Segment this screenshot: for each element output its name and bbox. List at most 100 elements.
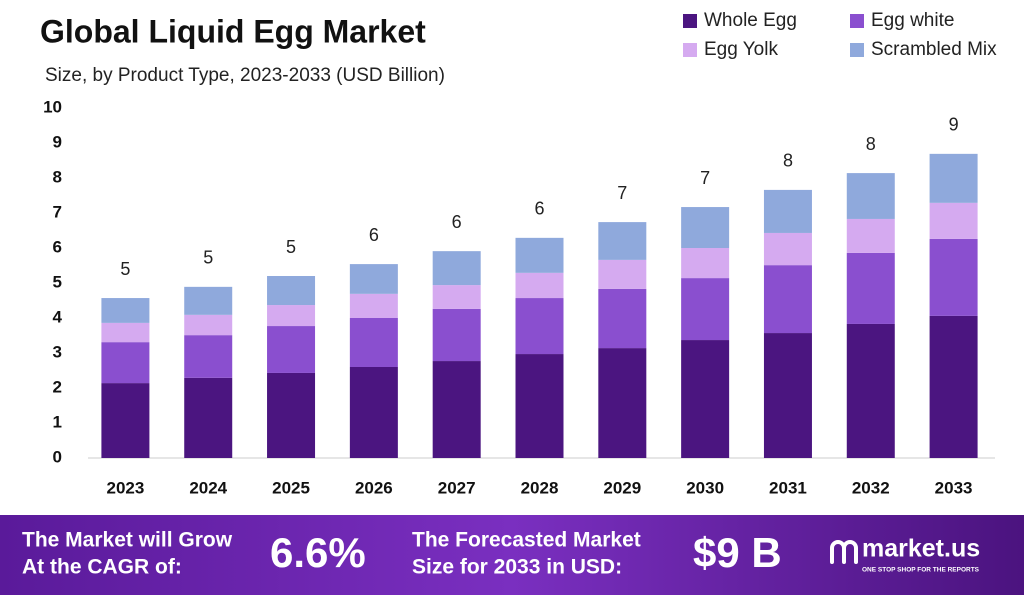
- bar-segment: [349, 367, 398, 458]
- footer-band: [0, 515, 1024, 595]
- total-label: 6: [534, 199, 544, 219]
- total-label: 5: [203, 248, 213, 268]
- forecast-value: $9 B: [693, 529, 782, 576]
- x-tick-label: 2028: [521, 478, 559, 497]
- bar-segment: [929, 153, 978, 203]
- legend-swatch: [683, 43, 697, 57]
- y-tick-label: 10: [43, 97, 62, 116]
- bar-segment: [846, 323, 895, 458]
- bar-segment: [929, 315, 978, 458]
- bar-segment: [349, 293, 398, 318]
- footer-text: The Forecasted Market: [412, 529, 641, 552]
- bar-segment: [598, 222, 647, 260]
- bar-segment: [846, 173, 895, 219]
- bar-segment: [267, 305, 316, 327]
- footer-text: The Market will Grow: [22, 529, 233, 552]
- legend: Whole Egg Egg white Egg Yolk Scrambled Mix: [683, 10, 997, 60]
- x-tick-label: 2032: [852, 478, 890, 497]
- y-tick-label: 3: [53, 342, 62, 361]
- bar-segment: [101, 342, 150, 384]
- plot: 0 1 2 3 4 5 6 7 8 9 10 2023 5 2024 5 2025 5 2026 6 2027 6 202…: [43, 97, 978, 497]
- legend-swatch: [850, 43, 864, 57]
- cagr-value: 6.6%: [270, 529, 366, 576]
- bar-segment: [184, 314, 233, 336]
- y-tick-label: 7: [53, 202, 62, 221]
- logo-icon: [830, 540, 858, 564]
- legend-swatch: [850, 14, 864, 28]
- footer-text: At the CAGR of:: [22, 556, 182, 579]
- chart-title: Global Liquid Egg Market: [40, 13, 426, 49]
- x-tick-label: 2029: [603, 478, 641, 497]
- bar-segment: [681, 207, 730, 248]
- bar-segment: [432, 285, 481, 309]
- bar-segment: [184, 335, 233, 378]
- bar-segment: [267, 276, 316, 306]
- bar-segment: [598, 348, 647, 458]
- legend-label: Whole Egg: [704, 10, 797, 31]
- bar-segment: [267, 326, 316, 373]
- bar-segment: [681, 248, 730, 279]
- bar-segment: [598, 288, 647, 349]
- legend-swatch: [683, 14, 697, 28]
- total-label: 5: [120, 259, 130, 279]
- total-label: 7: [617, 183, 627, 203]
- bar-segment: [184, 377, 233, 458]
- x-tick-label: 2026: [355, 478, 393, 497]
- y-tick-label: 8: [53, 167, 62, 186]
- bar-segment: [349, 318, 398, 367]
- total-label: 9: [949, 115, 959, 135]
- y-tick-label: 5: [53, 272, 62, 291]
- bar-segment: [846, 252, 895, 324]
- total-label: 6: [452, 212, 462, 232]
- bar-segment: [432, 308, 481, 362]
- chart-subtitle: Size, by Product Type, 2023-2033 (USD Bi…: [45, 65, 445, 86]
- brand: market.us: [862, 535, 980, 563]
- x-tick-label: 2027: [438, 478, 476, 497]
- bar-segment: [515, 272, 564, 299]
- bar-segment: [267, 372, 316, 458]
- bar-segment: [184, 286, 233, 315]
- bar-segment: [101, 383, 150, 458]
- bar-segment: [432, 361, 481, 458]
- x-tick-label: 2031: [769, 478, 807, 497]
- footer-text: Size for 2033 in USD:: [412, 556, 622, 579]
- x-tick-label: 2033: [935, 478, 973, 497]
- bar-segment: [929, 202, 978, 239]
- total-label: 6: [369, 225, 379, 245]
- bar-segment: [929, 238, 978, 316]
- bar-segment: [681, 278, 730, 341]
- y-tick-label: 1: [53, 412, 62, 431]
- x-tick-label: 2023: [106, 478, 144, 497]
- x-tick-label: 2025: [272, 478, 310, 497]
- tagline: ONE STOP SHOP FOR THE REPORTS: [862, 567, 980, 574]
- bar-segment: [515, 354, 564, 458]
- y-tick-label: 2: [53, 377, 62, 396]
- bar-segment: [515, 237, 564, 273]
- y-tick-label: 0: [53, 447, 62, 466]
- bar-segment: [763, 189, 812, 233]
- legend-label: Egg Yolk: [704, 39, 778, 60]
- bar-segment: [681, 340, 730, 458]
- x-tick-label: 2024: [189, 478, 227, 497]
- y-tick-label: 9: [53, 132, 62, 151]
- bar-segment: [846, 218, 895, 253]
- total-label: 8: [783, 151, 793, 171]
- y-tick-label: 4: [53, 307, 63, 326]
- legend-label: Egg white: [871, 10, 954, 31]
- x-tick-label: 2030: [686, 478, 724, 497]
- bar-segment: [763, 333, 812, 458]
- total-label: 7: [700, 168, 710, 188]
- bar-segment: [515, 298, 564, 355]
- total-label: 8: [866, 134, 876, 154]
- bar-segment: [101, 322, 150, 343]
- bar-segment: [763, 265, 812, 334]
- legend-label: Scrambled Mix: [871, 39, 997, 60]
- bar-segment: [349, 264, 398, 294]
- bar-segment: [101, 298, 150, 323]
- bar-segment: [763, 232, 812, 266]
- total-label: 5: [286, 237, 296, 257]
- bar-segment: [598, 259, 647, 289]
- y-tick-label: 6: [53, 237, 62, 256]
- bar-segment: [432, 251, 481, 286]
